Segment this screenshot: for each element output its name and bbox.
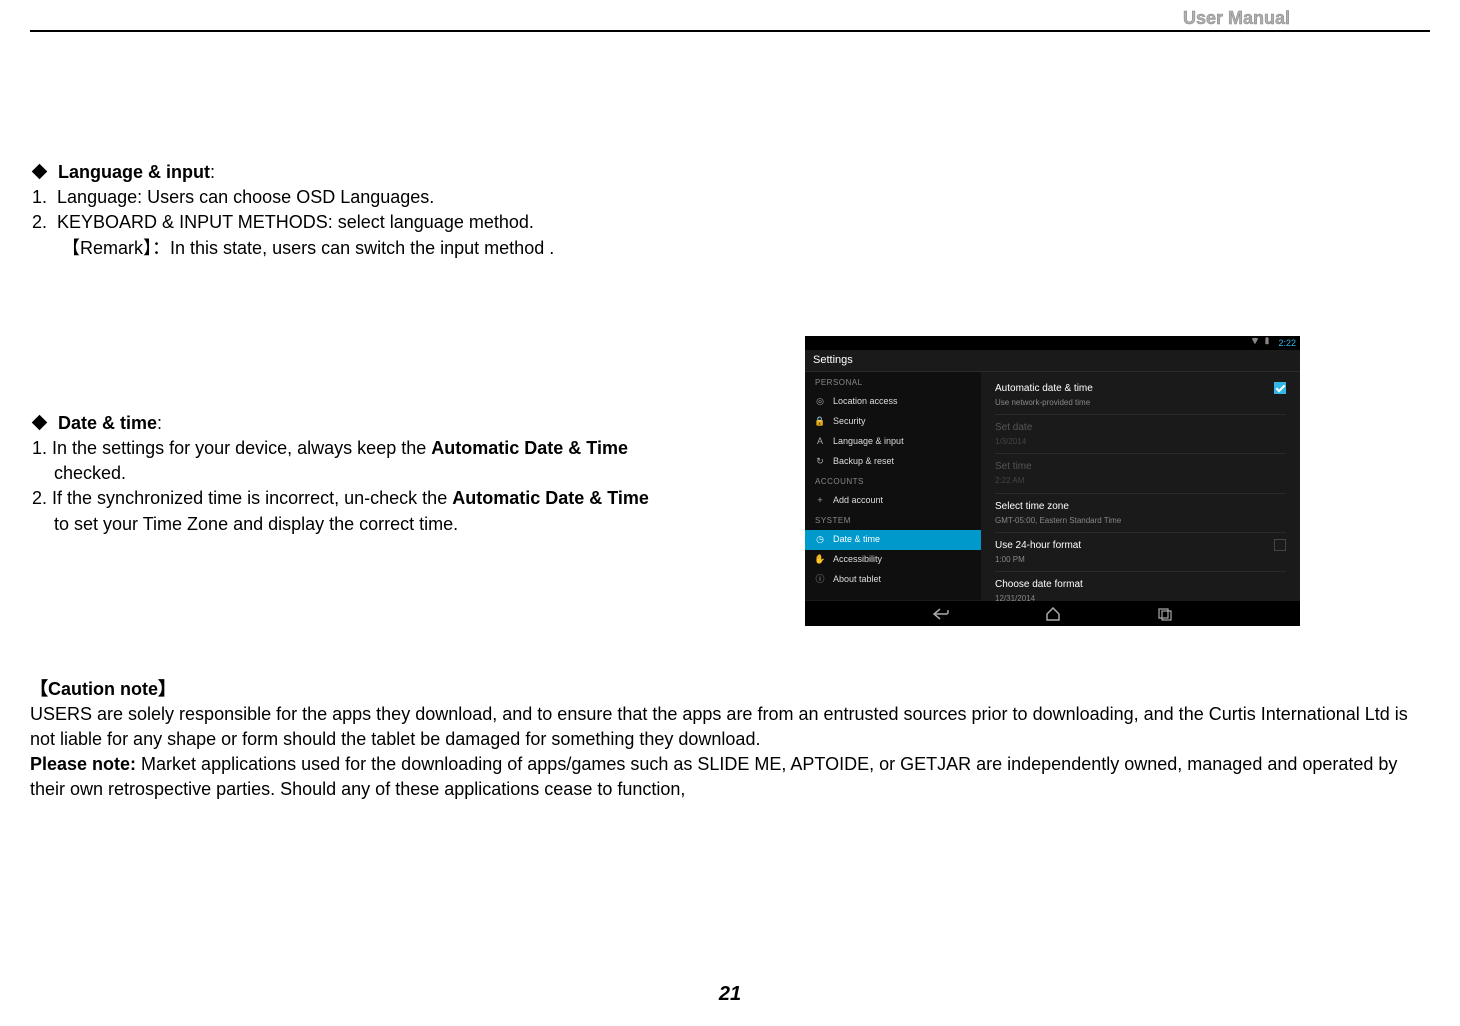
clock-icon: ◷ bbox=[815, 535, 825, 545]
sidebar-item-label: Location access bbox=[833, 395, 898, 408]
date-time-text: Date & time: 1. In the settings for your… bbox=[30, 411, 820, 537]
setting-sub: 2:22 AM bbox=[995, 475, 1286, 486]
caution-title: 【Caution note】 bbox=[30, 677, 1430, 702]
please-note-label: Please note: bbox=[30, 754, 136, 774]
caution-p1: USERS are solely responsible for the app… bbox=[30, 702, 1430, 752]
setting-24hour[interactable]: Use 24-hour format 1:00 PM bbox=[995, 533, 1286, 572]
item-bold: Automatic Date & Time bbox=[452, 488, 649, 508]
status-time: 2:22 bbox=[1278, 337, 1296, 350]
item-number: 2. bbox=[32, 488, 47, 508]
sidebar-item-language[interactable]: A Language & input bbox=[805, 431, 981, 451]
sidebar-item-label: Security bbox=[833, 415, 866, 428]
list-item: 2. If the synchronized time is incorrect… bbox=[32, 486, 820, 511]
setting-sub: 1/3/2014 bbox=[995, 436, 1286, 447]
colon: : bbox=[210, 162, 215, 182]
sidebar-item-label: Accessibility bbox=[833, 553, 882, 566]
section-label-accounts: ACCOUNTS bbox=[805, 471, 981, 490]
section-label-system: SYSTEM bbox=[805, 510, 981, 529]
sidebar-item-label: Date & time bbox=[833, 533, 880, 546]
info-icon: ⓘ bbox=[815, 575, 825, 585]
list-item: 2. KEYBOARD & INPUT METHODS: select lang… bbox=[32, 210, 1430, 235]
setting-title: Automatic date & time bbox=[995, 382, 1266, 396]
hand-icon: ✋ bbox=[815, 555, 825, 565]
list-item: 1. Language: Users can choose OSD Langua… bbox=[32, 185, 1430, 210]
diamond-bullet-icon bbox=[32, 414, 48, 430]
language-input-section: Language & input: 1. Language: Users can… bbox=[30, 160, 1430, 261]
setting-sub: 12/31/2014 bbox=[995, 593, 1286, 604]
caution-p2: Please note: Market applications used fo… bbox=[30, 752, 1430, 802]
checkbox-checked-icon[interactable] bbox=[1274, 382, 1286, 394]
header-label: User Manual bbox=[1183, 6, 1290, 31]
item-pre: In the settings for your device, always … bbox=[52, 438, 431, 458]
setting-title: Select time zone bbox=[995, 500, 1286, 514]
caution-section: 【Caution note】 USERS are solely responsi… bbox=[30, 677, 1430, 803]
remark-line: 【Remark】：In this state, users can switch… bbox=[62, 236, 1430, 261]
item-bold: Automatic Date & Time bbox=[431, 438, 628, 458]
app-title: Settings bbox=[805, 350, 1300, 372]
plus-icon: + bbox=[815, 495, 825, 505]
section-heading: Date & time: bbox=[30, 411, 820, 436]
sidebar-item-label: Language & input bbox=[833, 435, 904, 448]
item-number: 1. bbox=[32, 438, 47, 458]
sidebar-item-accessibility[interactable]: ✋ Accessibility bbox=[805, 550, 981, 570]
setting-timezone[interactable]: Select time zone GMT-05:00, Eastern Stan… bbox=[995, 494, 1286, 533]
diamond-bullet-icon bbox=[32, 164, 48, 180]
sidebar-item-add-account[interactable]: + Add account bbox=[805, 490, 981, 510]
sidebar-item-security[interactable]: 🔒 Security bbox=[805, 411, 981, 431]
sidebar-item-backup[interactable]: ↻ Backup & reset bbox=[805, 451, 981, 471]
sidebar-item-datetime[interactable]: ◷ Date & time bbox=[805, 530, 981, 550]
back-button[interactable] bbox=[930, 605, 952, 623]
please-note-rest: Market applications used for the downloa… bbox=[30, 754, 1397, 799]
item-pre: If the synchronized time is incorrect, u… bbox=[52, 488, 452, 508]
header-rule bbox=[30, 30, 1430, 32]
setting-title: Use 24-hour format bbox=[995, 539, 1266, 553]
item-text: KEYBOARD & INPUT METHODS: select languag… bbox=[57, 212, 534, 232]
section-title: Date & time bbox=[58, 413, 157, 433]
sidebar-item-label: About tablet bbox=[833, 573, 881, 586]
item-number: 2. bbox=[32, 212, 47, 232]
section-title: Language & input bbox=[58, 162, 210, 182]
battery-icon bbox=[1263, 336, 1271, 350]
lock-icon: 🔒 bbox=[815, 416, 825, 426]
location-icon: ◎ bbox=[815, 396, 825, 406]
page-number: 21 bbox=[719, 980, 741, 1008]
section-label-personal: PERSONAL bbox=[805, 372, 981, 391]
setting-set-time: Set time 2:22 AM bbox=[995, 454, 1286, 493]
setting-date-format[interactable]: Choose date format 12/31/2014 bbox=[995, 572, 1286, 610]
wifi-icon bbox=[1251, 336, 1259, 350]
item-post: checked. bbox=[54, 461, 820, 486]
list-item: 1. In the settings for your device, alwa… bbox=[32, 436, 820, 461]
sidebar-item-about[interactable]: ⓘ About tablet bbox=[805, 570, 981, 590]
home-button[interactable] bbox=[1042, 605, 1064, 623]
setting-title: Set date bbox=[995, 421, 1286, 435]
android-settings-screenshot: 2:22 Settings PERSONAL ◎ Location access… bbox=[805, 336, 1300, 626]
sidebar-item-label: Add account bbox=[833, 494, 883, 507]
checkbox-unchecked-icon[interactable] bbox=[1274, 539, 1286, 551]
setting-set-date: Set date 1/3/2014 bbox=[995, 415, 1286, 454]
language-icon: A bbox=[815, 436, 825, 446]
item-post: to set your Time Zone and display the co… bbox=[54, 512, 820, 537]
settings-detail: Automatic date & time Use network-provid… bbox=[981, 372, 1300, 600]
setting-sub: 1:00 PM bbox=[995, 554, 1266, 565]
setting-title: Choose date format bbox=[995, 578, 1286, 592]
settings-panes: PERSONAL ◎ Location access 🔒 Security A … bbox=[805, 372, 1300, 600]
item-number: 1. bbox=[32, 187, 47, 207]
backup-icon: ↻ bbox=[815, 456, 825, 466]
remark-bracket: 【Remark】 bbox=[62, 238, 152, 258]
setting-title: Set time bbox=[995, 460, 1286, 474]
settings-sidebar: PERSONAL ◎ Location access 🔒 Security A … bbox=[805, 372, 981, 600]
sidebar-item-label: Backup & reset bbox=[833, 455, 894, 468]
remark-text: ：In this state, users can switch the inp… bbox=[152, 238, 554, 258]
recent-apps-button[interactable] bbox=[1154, 605, 1176, 623]
sidebar-item-location[interactable]: ◎ Location access bbox=[805, 391, 981, 411]
setting-sub: GMT-05:00, Eastern Standard Time bbox=[995, 515, 1286, 526]
setting-auto-datetime[interactable]: Automatic date & time Use network-provid… bbox=[995, 376, 1286, 415]
setting-sub: Use network-provided time bbox=[995, 397, 1266, 408]
section-heading: Language & input: bbox=[30, 160, 1430, 185]
item-text: Language: Users can choose OSD Languages… bbox=[57, 187, 434, 207]
colon: : bbox=[157, 413, 162, 433]
status-bar: 2:22 bbox=[805, 336, 1300, 350]
